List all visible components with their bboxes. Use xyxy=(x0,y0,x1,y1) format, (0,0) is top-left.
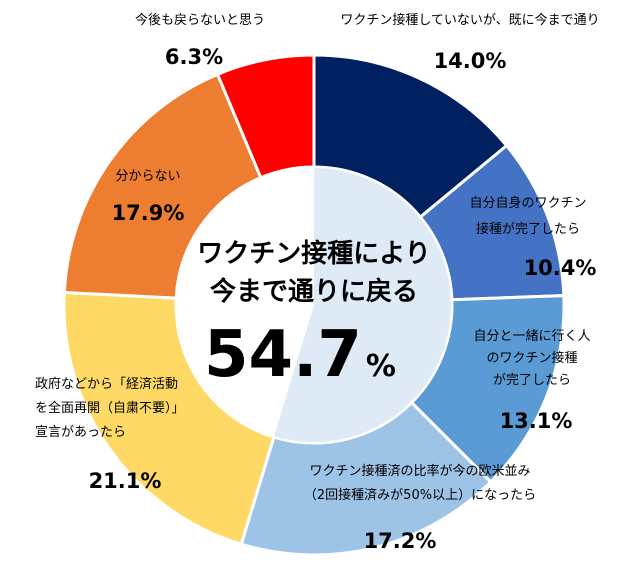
labels-group: ワクチン接種していないが、既に今まで通り 14.0% 自分自身のワクチン接種が完了し… xyxy=(35,12,600,553)
slice-1-label-line-1: ワクチン接種していないが、既に今まで通り xyxy=(340,12,599,28)
slice-7 xyxy=(215,53,316,180)
center-title-line-1: ワクチン接種により xyxy=(197,239,430,269)
slice-5 xyxy=(62,290,276,547)
slice-3-label-line-1: 自分と一緒に行く人 xyxy=(473,329,590,344)
center-title-line-2: 今まで通りに戻る xyxy=(210,276,418,307)
slice-3-label-line-2: のワクチン接種 xyxy=(486,350,577,366)
slice-4-percent-label: 17.2% xyxy=(364,529,437,553)
slices-group xyxy=(62,53,566,557)
slice-5-label-line-1: 政府などから「経済活動 xyxy=(35,376,178,392)
slice-5-label-line-2: を全面再開（自粛不要）」 xyxy=(35,400,185,416)
slice-5-label-line-3: 宣言があったら xyxy=(35,424,126,440)
slice-3-label-line-3: が完了したら xyxy=(493,373,571,388)
slice-6-percent-label: 17.9% xyxy=(112,201,185,225)
slice-5-percent-label: 21.1% xyxy=(89,469,162,493)
center-highlight-sector xyxy=(274,168,452,442)
slice-4-label-line-2: （2回接種済みが50%以上）になったら xyxy=(304,487,536,503)
center-highlight-group xyxy=(177,168,452,442)
slice-7-label-line-1: 今後も戻らないと思う xyxy=(135,12,265,28)
slice-4-label-line-1: ワクチン接種済の比率が今の欧米並み xyxy=(309,463,530,479)
slice-3-percent-label: 13.1% xyxy=(500,409,573,433)
slice-2-percent-label: 10.4% xyxy=(524,256,597,280)
center-value-unit: % xyxy=(366,349,396,384)
slice-4 xyxy=(239,400,493,557)
slice-2-label-line-2: 接種が完了したら xyxy=(476,221,580,237)
slice-2-label-line-1: 自分自身のワクチン xyxy=(469,195,586,211)
slice-6 xyxy=(62,72,263,300)
center-group: ワクチン接種により 今まで通りに戻る 54.7% xyxy=(197,239,430,392)
slice-1-percent-label: 14.0% xyxy=(434,49,507,73)
slice-7-percent-label: 6.3% xyxy=(165,45,223,69)
center-value-number: 54.7 xyxy=(204,318,362,392)
center-value: 54.7% xyxy=(204,318,396,392)
slice-6-label-line-1: 分からない xyxy=(115,169,180,184)
